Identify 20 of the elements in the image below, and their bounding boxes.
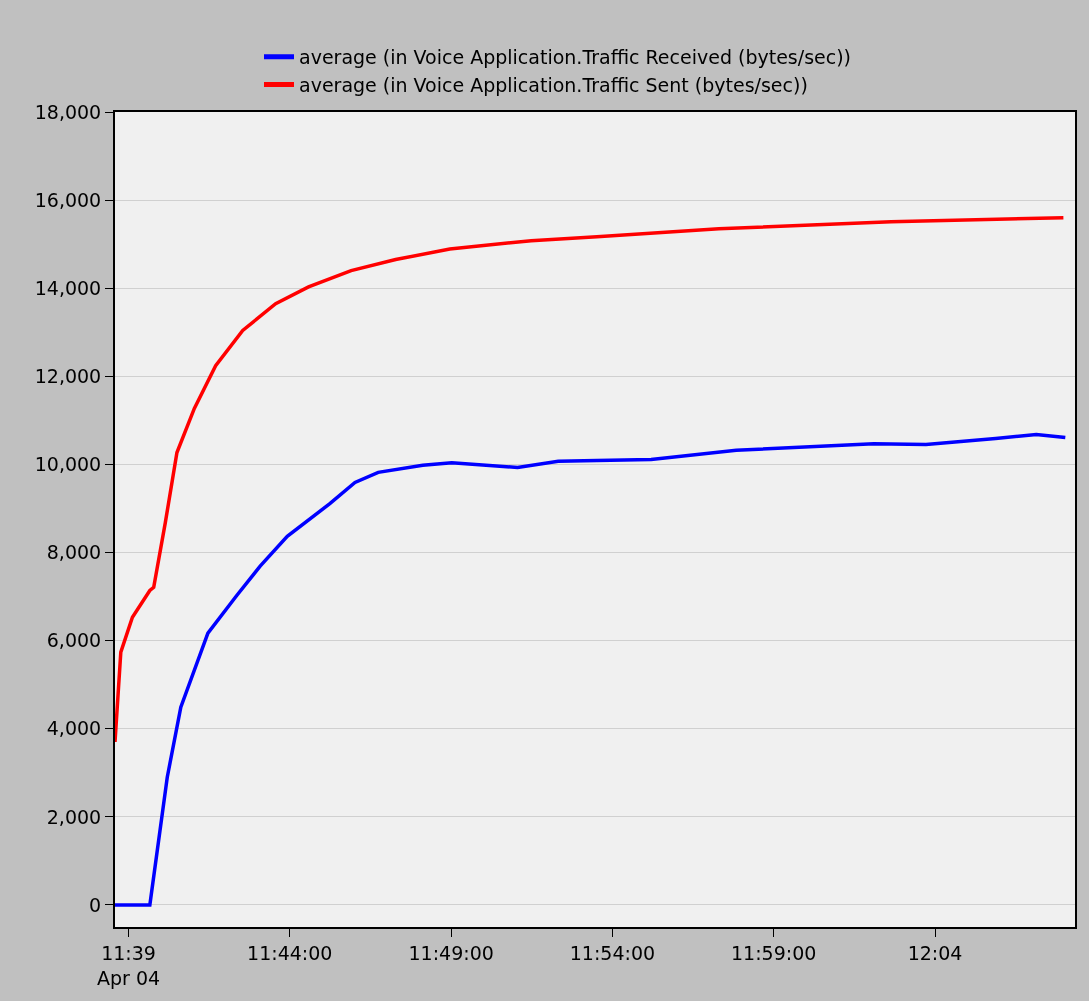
line-series: [115, 432, 1068, 907]
legend-label: average (in Voice Application.Traffic Sent (bytes/sec)): [299, 73, 808, 96]
x-tick-label: 11:54:00: [569, 941, 656, 964]
x-tick-label: 12:04: [907, 941, 963, 964]
y-tick-label: 16,000: [34, 188, 102, 211]
x-tick-label: 11:39 Apr 04: [97, 941, 161, 989]
y-tick-label: 18,000: [34, 100, 102, 123]
legend-label: average (in Voice Application.Traffic Received (bytes/sec)): [299, 46, 852, 69]
y-tick-label: 0: [89, 893, 102, 916]
y-tick-label: 14,000: [34, 276, 102, 299]
y-tick-label: 6,000: [46, 629, 102, 652]
y-tick-label: 12,000: [34, 364, 102, 387]
y-tick-label: 4,000: [46, 717, 102, 740]
y-tick-label: 2,000: [46, 805, 102, 828]
x-tick-label: 11:49:00: [408, 941, 494, 964]
y-tick-label: 8,000: [46, 541, 102, 564]
x-tick-label: 11:59:00: [730, 941, 817, 964]
line-series: [115, 215, 1066, 744]
y-tick-label: 10,000: [34, 453, 102, 476]
x-tick-label: 11:44:00: [247, 941, 333, 964]
